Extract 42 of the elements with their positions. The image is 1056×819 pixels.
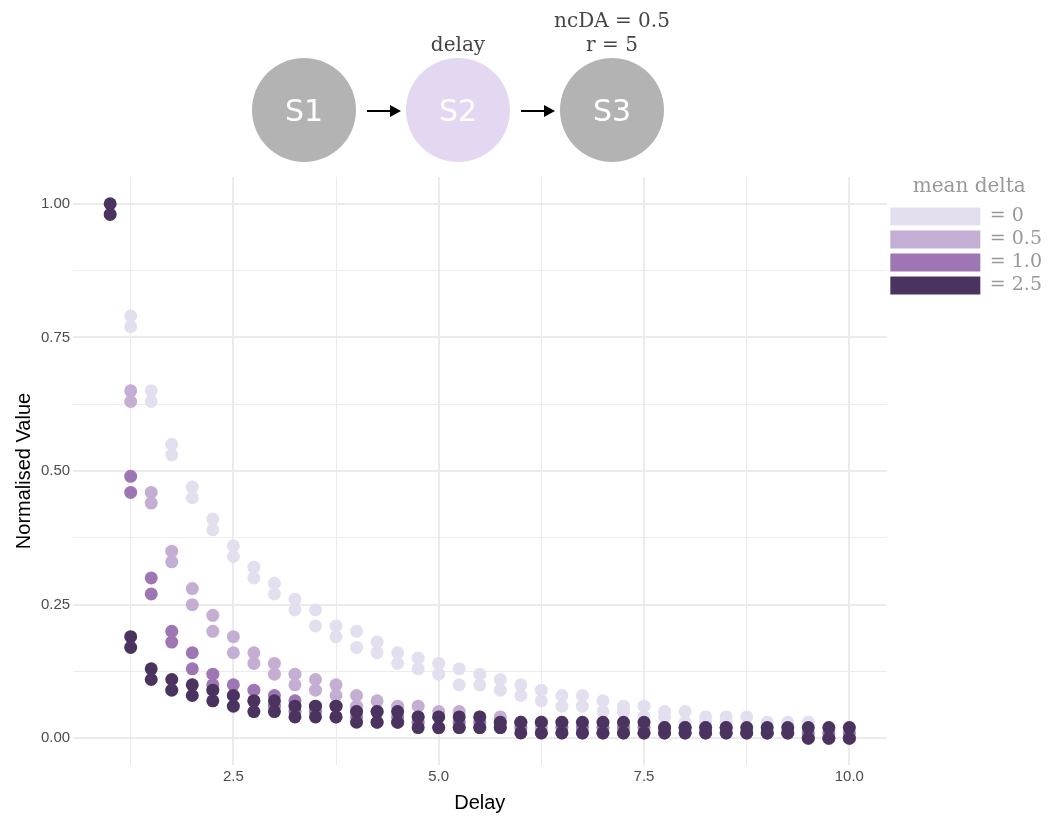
point xyxy=(124,384,138,398)
point xyxy=(165,555,179,569)
y-tick-label: 0.75 xyxy=(40,327,71,345)
x-tick-label: 5.0 xyxy=(428,767,450,785)
point xyxy=(308,683,322,697)
x-tick-label: 7.5 xyxy=(633,767,655,785)
y-tick-label: 0.50 xyxy=(40,461,71,479)
legend-label: = 0 xyxy=(989,203,1024,226)
point xyxy=(144,496,158,510)
node-circle: S3 xyxy=(560,58,664,162)
y-tick-label: 1.00 xyxy=(40,193,71,211)
point xyxy=(329,689,343,703)
point xyxy=(206,608,220,622)
point xyxy=(185,582,199,596)
x-tick-label: 2.5 xyxy=(222,767,244,785)
legend-title: mean delta xyxy=(912,173,1026,198)
legend-label: = 0.5 xyxy=(989,226,1043,249)
x-tick-label: 10.0 xyxy=(834,767,864,785)
point xyxy=(226,630,240,644)
point xyxy=(124,395,138,409)
y-tick-label: 0.25 xyxy=(40,594,71,612)
point xyxy=(267,667,281,681)
y-tick-label: 0.00 xyxy=(40,728,71,746)
x-axis-title: Delay xyxy=(454,790,506,813)
point xyxy=(288,678,302,692)
y-axis-title: Normalised Value xyxy=(11,392,34,550)
point xyxy=(350,689,364,703)
point xyxy=(144,485,158,499)
point xyxy=(267,656,281,670)
point xyxy=(308,672,322,686)
point xyxy=(206,624,220,638)
node-circle: S1 xyxy=(252,58,356,162)
text: delay xyxy=(429,32,487,56)
point xyxy=(226,646,240,660)
legend-label: = 1.0 xyxy=(989,249,1043,272)
point xyxy=(185,598,199,612)
text: ncDA = 0.5 xyxy=(553,8,671,32)
point xyxy=(165,544,179,558)
legend-label: = 2.5 xyxy=(989,272,1043,295)
point xyxy=(411,699,425,713)
text: r = 5 xyxy=(585,32,639,56)
point xyxy=(247,656,261,670)
